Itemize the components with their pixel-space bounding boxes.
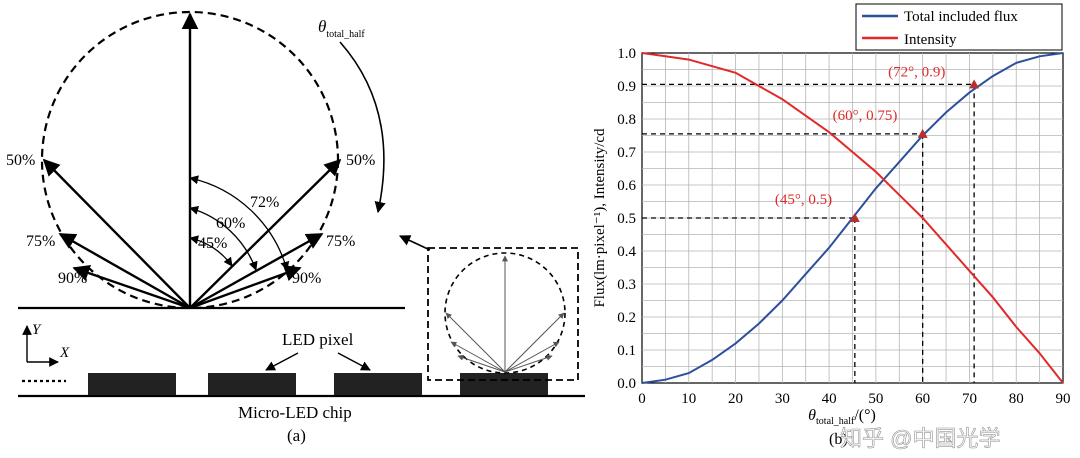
annotation-markers: (45°, 0.5) (60°, 0.75) (72°, 0.9) [775,64,980,222]
x-tick-label: 40 [822,391,837,407]
y-axis-label: Flux(lm·pixel⁻¹), Intensity/cd [592,128,608,308]
ray-50-left [42,158,191,309]
pct-90-left: 90% [58,270,87,287]
pct-50-right: 50% [346,152,375,169]
led-pixel-2 [208,373,296,395]
panel-b-chart: (45°, 0.5) (60°, 0.75) (72°, 0.9) 0 10 20 30 4… [592,3,1071,451]
x-tick-label: 10 [681,391,696,407]
y-tick-label: 0.4 [617,244,636,260]
led-pixel-pointer-left [265,352,299,371]
legend-box [855,3,1063,51]
angle-label-72: 72% [250,194,279,211]
ray-75-right [189,232,324,310]
ray-90-right [189,265,302,310]
legend-label-intensity: Intensity [904,32,957,48]
angle-arc-45 [189,235,233,267]
watermark: 知乎 @中国光学 [840,426,1000,451]
inset-circle [444,252,566,374]
annotation-label: (60°, 0.75) [833,108,898,124]
led-pixel-4 [460,373,548,395]
x-tick-label: 20 [728,391,743,407]
y-tick-label: 0.0 [617,376,636,392]
series-line-intensity [641,52,1064,384]
y-tick-label: 0.9 [617,79,636,95]
annotation-marker [917,128,928,138]
zoom-inset-box [427,247,579,381]
tick-labels: 0 10 20 30 40 50 60 70 80 90 0.0 0.1 0.2 0.3 0.4 0.5 0.6… [617,46,1070,407]
y-tick-label: 0.8 [617,112,636,128]
x-axis-label: θtotal_half/(°) [808,407,876,427]
annotation-label: (72°, 0.9) [888,64,945,80]
axis-x-label: X [59,345,70,361]
axis-y-label: Y [32,322,42,338]
caption-a: (a) [287,426,306,445]
x-tick-label: 70 [962,391,977,407]
inset-rays [445,255,565,373]
annotation-marker [969,79,980,89]
zoom-pointer-arrow [398,235,431,251]
annotation-marker [849,213,860,222]
x-tick-label: 50 [868,391,883,407]
y-tick-label: 0.1 [617,343,636,359]
x-tick-label: 30 [775,391,790,407]
angle-label-45: 45% [198,235,227,252]
pct-50-left: 50% [6,152,35,169]
pct-75-left: 75% [26,233,55,250]
y-tick-label: 0.7 [617,145,636,161]
pct-75-right: 75% [326,233,355,250]
x-tick-label: 90 [1056,391,1071,407]
led-pixel-label: LED pixel [282,330,354,349]
annotation-label: (45°, 0.5) [775,192,832,208]
reference-lines [642,83,975,383]
x-tick-label: 60 [915,391,930,407]
angle-arc-60 [189,205,258,271]
ray-90-left [72,264,191,310]
theta-label: θtotal_half [318,17,365,40]
y-tick-label: 0.6 [617,178,636,194]
legend-label-flux: Total included flux [904,9,1018,25]
legend: Total included flux Intensity [855,3,1063,51]
x-tick-label: 0 [638,391,646,407]
led-pixel-3 [334,373,422,395]
led-pixel-1 [88,373,176,395]
panel-a-diagram: θtotal_half 50% 75% 90% 50% 75% 90% 72% … [6,10,585,445]
ray-75-left [58,232,191,310]
angle-label-60: 60% [216,215,245,232]
pct-90-right: 90% [292,270,321,287]
theta-curved-arrow [339,41,386,214]
x-tick-label: 80 [1009,391,1024,407]
y-tick-label: 0.5 [617,211,636,227]
y-tick-label: 0.2 [617,310,636,326]
y-tick-label: 0.3 [617,277,636,293]
led-pixel-pointer-right [337,352,371,371]
caption-b: (b) [829,431,848,448]
chip-label: Micro-LED chip [238,403,352,422]
y-tick-label: 1.0 [617,46,636,62]
